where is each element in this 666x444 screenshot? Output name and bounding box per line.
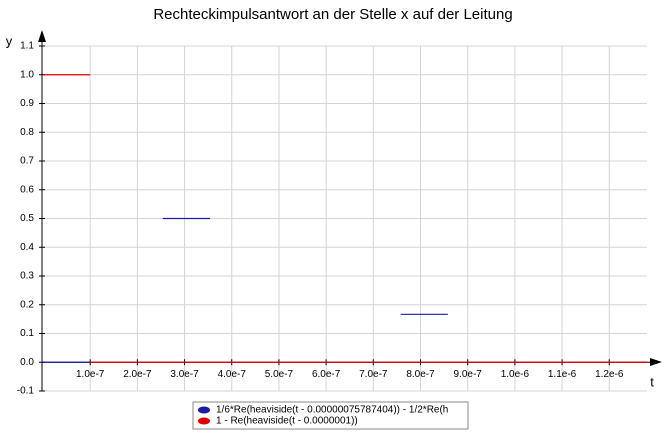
y-tick-label: 0.8 <box>20 127 34 138</box>
axes: -0.1 0.0 0.1 0.2 0.3 0.4 0.5 0.6 0.7 0.8 0.9 1.0 1.1… <box>17 30 662 397</box>
x-tick-label: 5.0e-7 <box>265 369 294 380</box>
x-tick-label: 9.0e-7 <box>454 369 483 380</box>
legend-box <box>192 401 469 430</box>
y-tick-label: 0.0 <box>20 357 34 368</box>
y-axis-arrow <box>38 30 46 42</box>
grid <box>43 45 647 392</box>
legend-swatch <box>198 406 210 414</box>
y-tick-label: -0.1 <box>17 386 35 397</box>
y-tick-label: 0.4 <box>20 242 34 253</box>
series-line <box>43 217 448 363</box>
x-tick-label: 7.0e-7 <box>359 369 388 380</box>
legend-label: 1 - Re(heaviside(t - 0.0000001)) <box>216 416 358 427</box>
legend-swatch <box>198 417 210 425</box>
y-tick-label: 0.2 <box>20 299 34 310</box>
series <box>43 74 647 363</box>
legend: 1/6*Re(heaviside(t - 0.00000075787404)) … <box>198 405 448 427</box>
x-axis-arrow <box>650 358 662 366</box>
y-tick-label: 0.7 <box>20 156 34 167</box>
chart-title: Rechteckimpulsantwort an der Stelle x au… <box>153 6 512 23</box>
x-tick-label: 1.2e-6 <box>595 369 624 380</box>
x-tick-label: 1.1e-6 <box>548 369 577 380</box>
x-tick-label: 6.0e-7 <box>312 369 341 380</box>
y-tick-label: 0.1 <box>20 328 34 339</box>
y-tick-label: 0.6 <box>20 184 34 195</box>
y-axis-label: y <box>6 33 13 48</box>
x-tick-label: 8.0e-7 <box>406 369 435 380</box>
x-tick-label: 2.0e-7 <box>123 369 152 380</box>
x-tick-label: 4.0e-7 <box>218 369 247 380</box>
x-tick-label: 1.0e-7 <box>76 369 105 380</box>
x-tick-label: 1.0e-6 <box>501 369 530 380</box>
y-tick-label: 1.0 <box>20 69 34 80</box>
x-tick-label: 3.0e-7 <box>170 369 199 380</box>
series-line <box>43 74 647 363</box>
y-tick-label: 0.5 <box>20 213 34 224</box>
y-tick-label: 0.9 <box>20 98 34 109</box>
legend-label: 1/6*Re(heaviside(t - 0.00000075787404)) … <box>216 405 448 416</box>
x-axis-label: t <box>650 374 654 389</box>
y-tick-label: 0.3 <box>20 271 34 282</box>
y-tick-label: 1.1 <box>20 41 34 52</box>
